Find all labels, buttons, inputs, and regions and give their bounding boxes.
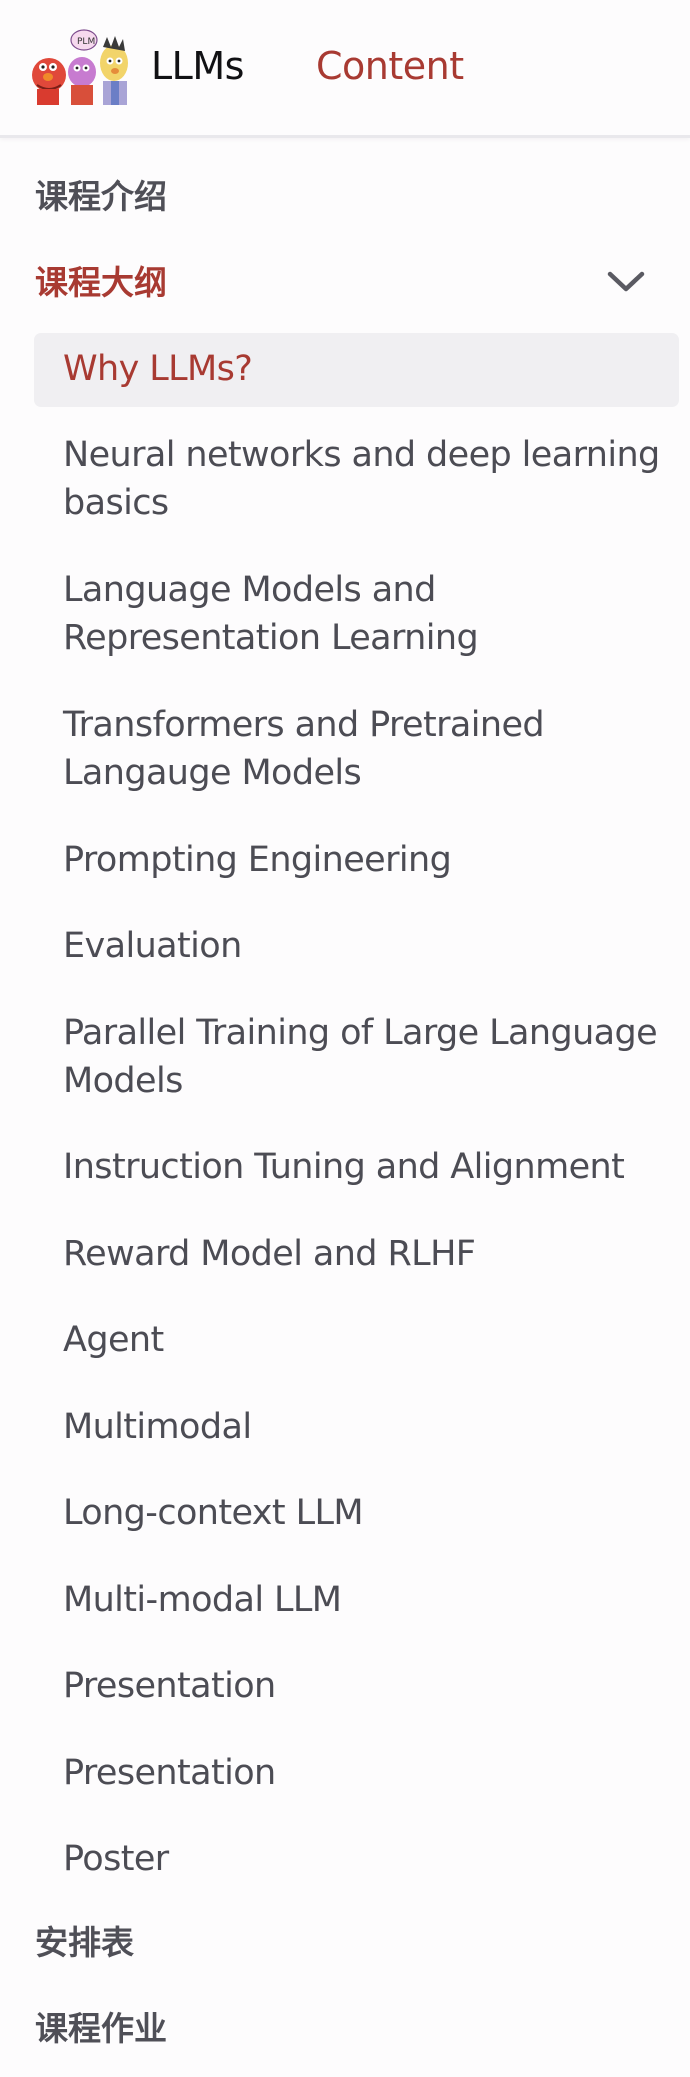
syllabus-item-presentation-2[interactable]: Presentation xyxy=(63,1753,276,1793)
syllabus-item-parallel-training[interactable]: Parallel Training of Large Language Mode… xyxy=(63,1013,658,1101)
site-title[interactable]: LLMs xyxy=(151,44,244,88)
sidebar-section-syllabus[interactable]: 课程大纲 xyxy=(35,263,167,302)
syllabus-item-reward-model[interactable]: Reward Model and RLHF xyxy=(63,1234,476,1274)
sidebar-section-schedule[interactable]: 安排表 xyxy=(35,1923,134,1962)
syllabus-item-why-llms[interactable]: Why LLMs? xyxy=(63,349,253,389)
svg-text:PLM: PLM xyxy=(77,37,95,47)
syllabus-item-agent[interactable]: Agent xyxy=(63,1320,164,1360)
syllabus-item-long-context[interactable]: Long-context LLM xyxy=(63,1493,364,1533)
sidebar-section-course-intro[interactable]: 课程介绍 xyxy=(35,177,167,216)
syllabus-item-neural-networks[interactable]: Neural networks and deep learning basics xyxy=(63,435,660,523)
syllabus-item-evaluation[interactable]: Evaluation xyxy=(63,926,242,966)
nav-link-content[interactable]: Content xyxy=(316,44,464,88)
site-logo[interactable]: PLM xyxy=(27,27,135,107)
sidebar-section-assignments[interactable]: 课程作业 xyxy=(35,2009,167,2048)
syllabus-item-multimodal[interactable]: Multimodal xyxy=(63,1407,252,1447)
syllabus-item-presentation-1[interactable]: Presentation xyxy=(63,1666,276,1706)
syllabus-item-instruction-tuning[interactable]: Instruction Tuning and Alignment xyxy=(63,1147,625,1187)
chevron-down-icon[interactable] xyxy=(604,266,648,296)
syllabus-item-language-models[interactable]: Language Models and Representation Learn… xyxy=(63,570,479,658)
syllabus-item-prompting[interactable]: Prompting Engineering xyxy=(63,840,452,880)
top-navbar: PLM LLMs Content xyxy=(0,0,690,138)
active-item-highlight xyxy=(34,333,679,407)
syllabus-item-transformers[interactable]: Transformers and Pretrained Langauge Mod… xyxy=(63,705,545,793)
syllabus-item-poster[interactable]: Poster xyxy=(63,1839,169,1879)
syllabus-item-multi-modal-llm[interactable]: Multi-modal LLM xyxy=(63,1580,342,1620)
